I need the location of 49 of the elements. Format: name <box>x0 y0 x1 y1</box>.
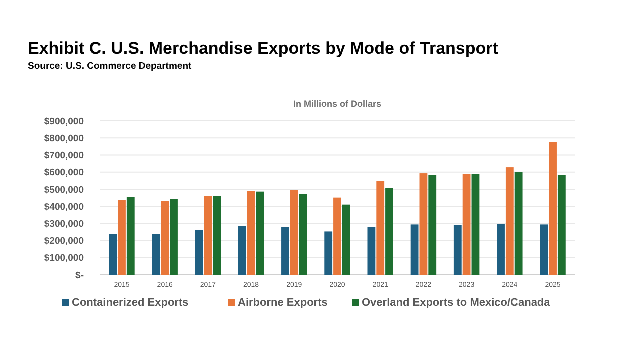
y-tick-label: $600,000 <box>44 168 84 179</box>
bar <box>299 194 308 275</box>
bar <box>161 201 170 275</box>
y-tick-label: $200,000 <box>44 236 84 248</box>
bar <box>540 224 548 275</box>
bar <box>558 175 566 275</box>
bar <box>213 196 222 275</box>
bar <box>247 191 256 275</box>
bar <box>472 174 480 275</box>
y-tick-label: $900,000 <box>44 116 84 128</box>
bar <box>506 168 514 275</box>
y-tick-label: $300,000 <box>44 218 84 230</box>
y-tick-label: $700,000 <box>44 150 84 162</box>
y-tick-label: $- <box>76 270 84 282</box>
bar <box>324 232 333 275</box>
bar <box>290 190 298 275</box>
bar <box>497 224 505 275</box>
legend-label: Overland Exports to Mexico/Canada <box>362 297 552 309</box>
bar <box>454 225 462 275</box>
y-tick-label: $400,000 <box>44 202 84 213</box>
bar <box>514 172 523 275</box>
bar <box>334 198 342 275</box>
bar <box>376 181 385 275</box>
y-tick-label: $500,000 <box>44 184 84 196</box>
y-tick-label: $100,000 <box>44 253 84 264</box>
chart-title: Exhibit C. U.S. Merchandise Exports by Mode of Transport <box>28 39 499 58</box>
bar <box>170 199 178 275</box>
legend-label: Airborne Exports <box>238 297 328 309</box>
bar <box>118 200 126 275</box>
bar <box>204 196 212 275</box>
bar <box>420 174 428 275</box>
bar <box>238 226 246 275</box>
bar <box>428 175 437 275</box>
bar <box>386 188 394 275</box>
bar <box>152 234 160 275</box>
y-tick-label: $800,000 <box>44 133 84 144</box>
bar <box>368 227 376 275</box>
bar <box>549 142 557 275</box>
bar <box>126 197 135 275</box>
legend-label: Containerized Exports <box>72 297 189 309</box>
bar <box>282 227 290 275</box>
bar <box>410 224 419 275</box>
bar <box>342 204 350 275</box>
bar <box>109 234 118 275</box>
bar <box>462 174 471 275</box>
bar <box>256 192 264 275</box>
bar <box>195 230 204 275</box>
source-note: Source: U.S. Commerce Department <box>28 61 192 72</box>
chart-subtitle: In Millions of Dollars <box>293 99 382 109</box>
